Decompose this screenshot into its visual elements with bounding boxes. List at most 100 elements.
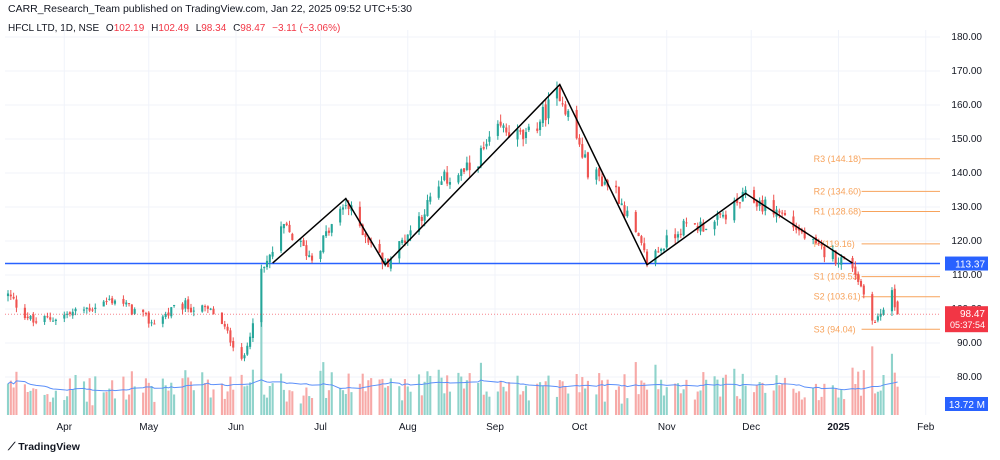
volume-bar [308,396,311,415]
candle-body [302,240,305,246]
candle-body [840,257,843,265]
volume-bar [800,399,803,415]
candle-body [502,125,505,128]
volume-bar [68,378,71,415]
candle-body [88,307,91,311]
candle-body [744,189,747,194]
volume-bar [102,392,105,415]
y-tick-label: 130.00 [951,202,982,213]
candle-body [879,313,882,317]
candle-body [299,240,302,242]
candle-body [657,251,660,253]
candle-body [240,347,243,359]
candle-body [536,128,539,131]
candle-body [339,208,342,223]
candle-body [679,233,682,235]
volume-bar [108,388,111,415]
candle-body [409,230,412,236]
volume-bar [764,392,767,415]
candle-body [181,303,184,310]
candle-body [781,212,784,214]
candle-body [812,238,815,240]
volume-bar [561,381,564,415]
candle-body [347,203,350,210]
volume-bar [874,393,877,415]
volume-bar [862,370,865,415]
candle-body [772,200,775,215]
pivot-label: R3 (144.18) [814,154,862,164]
volume-bar [733,368,736,415]
volume-bar [626,398,629,415]
candle-body [443,171,446,181]
high-label: H [151,23,159,34]
y-tick-label: 90.00 [957,338,982,349]
volume-bar [381,378,384,415]
candle-body [482,147,485,149]
volume-bar [623,374,626,415]
volume-bar [220,383,224,415]
ohlc-legend: HFCL LTD, 1D, NSE O102.19 H102.49 L98.34… [8,23,340,34]
candle-body [516,129,519,140]
candle-body [63,314,66,319]
candle-body [876,316,879,321]
volume-bar [406,386,409,415]
candle-body [736,198,739,203]
tradingview-logo: ⟋ TradingView [8,441,80,454]
countdown-text: 05:37:54 [950,320,985,330]
volume-bar [496,391,499,415]
candle-body [851,258,854,269]
candle-body [308,255,311,258]
candle-body [429,196,432,202]
volume-bar [682,389,685,415]
volume-bar [485,391,488,415]
candle-body [488,136,491,142]
volume-bar [539,382,542,415]
candle-body [527,126,530,131]
volume-bar [772,390,775,415]
candle-body [280,226,283,251]
candle-body [617,187,620,204]
volume-bar [187,377,190,415]
candle-body [249,336,252,347]
volume-bar [462,388,466,415]
candle-body [854,266,857,275]
candle-body [378,243,381,253]
candle-body [721,214,725,217]
candle-body [539,121,542,131]
candle-body [111,298,114,304]
candle-body [859,280,863,287]
candle-body [325,231,328,237]
volume-bar [386,386,390,415]
low-value: 98.34 [201,23,227,34]
volume-bar [640,380,643,415]
volume-bar [665,387,668,415]
candle-body [716,214,719,220]
volume-bar [206,379,209,415]
candle-body [358,206,361,226]
candle-body [127,303,131,305]
volume-bar [265,397,269,415]
volume-bar [142,392,145,415]
candle-body [460,169,463,176]
volume-bar [817,400,820,415]
volume-bar [285,401,288,415]
candle-body [586,152,589,178]
volume-bar [339,387,342,415]
volume-bar [184,370,187,415]
candle-body [23,307,26,319]
volume-bar [204,383,207,415]
candle-body [246,345,249,355]
pattern-zigzag[interactable] [272,83,853,267]
candle-body [91,309,94,311]
volume-bar [823,383,826,415]
volume-bar [325,397,328,415]
candle-body [603,181,606,185]
volume-bar [150,386,153,415]
candle-body [35,321,38,323]
last-price-badge [945,306,988,333]
volume-bar [367,380,370,415]
y-tick-label: 150.00 [951,134,982,145]
candle-body [837,263,840,265]
volume-bar [398,386,401,415]
